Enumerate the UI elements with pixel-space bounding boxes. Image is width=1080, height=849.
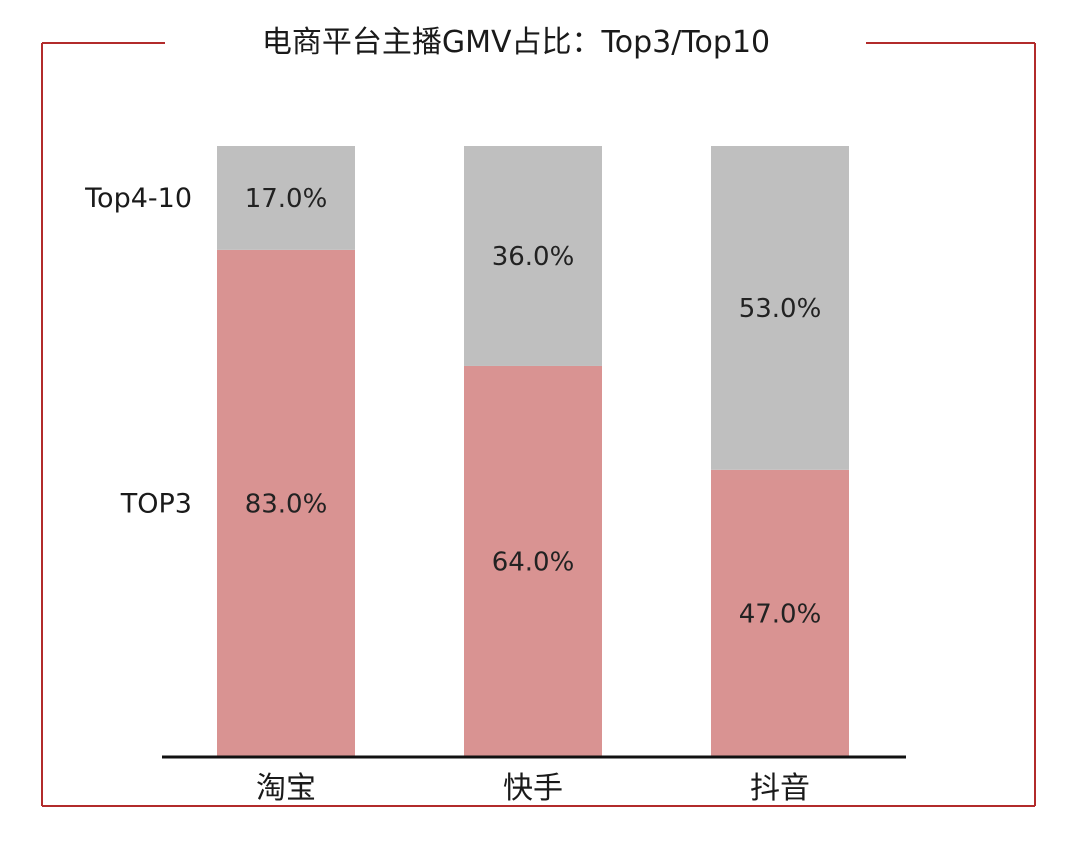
bar-top3-2 — [464, 365, 602, 757]
data-label-top3-3: 47.0% — [739, 599, 822, 629]
bar-top3-3 — [711, 469, 849, 757]
category-labels-layer: 淘宝 快手 抖音 — [256, 771, 810, 806]
bar-top3-1 — [217, 249, 355, 757]
series-labels-layer: TOP3 Top4-10 — [84, 183, 192, 520]
chart-frame — [41, 42, 1036, 807]
bar-top4-10-2 — [464, 146, 602, 366]
data-label-top3-2: 64.0% — [492, 547, 575, 577]
x-tick-label-2: 快手 — [503, 771, 563, 806]
x-tick-label-3: 抖音 — [750, 771, 810, 806]
bars-layer — [217, 146, 849, 757]
data-label-top4-10-3: 53.0% — [739, 294, 822, 324]
data-label-top3-1: 83.0% — [245, 489, 328, 519]
data-label-top4-10-1: 17.0% — [245, 184, 328, 214]
series-label-top4-10: Top4-10 — [84, 183, 192, 214]
series-label-top3: TOP3 — [120, 488, 192, 519]
value-labels-layer: 83.0% 17.0% 64.0% 36.0% 47.0% 53.0% — [245, 184, 822, 629]
x-tick-label-1: 淘宝 — [256, 771, 316, 806]
data-label-top4-10-2: 36.0% — [492, 242, 575, 272]
chart-title: 电商平台主播GMV占比：Top3/Top10 — [262, 25, 770, 60]
bar-top4-10-3 — [711, 146, 849, 470]
bar-top4-10-1 — [217, 146, 355, 250]
